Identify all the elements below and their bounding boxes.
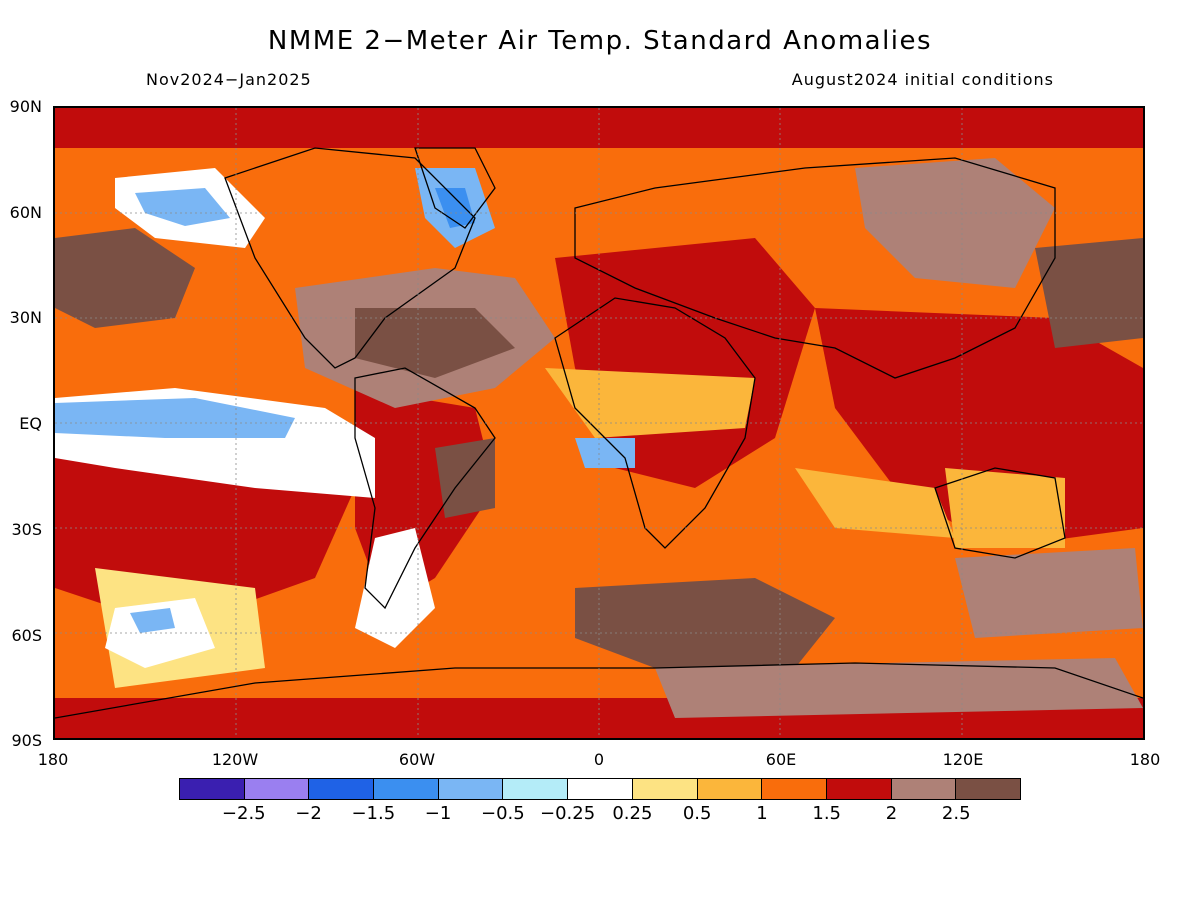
lat-label-60s: 60S <box>11 626 42 645</box>
lon-label-180e: 180 <box>1129 750 1161 769</box>
greenland-outline <box>414 147 496 229</box>
tropical-atlantic-patch <box>545 368 755 438</box>
lon-label-120w: 120W <box>211 750 259 769</box>
australia-outline <box>934 467 1066 559</box>
color-scale-label: −0.5 <box>480 803 525 824</box>
west-pacific-high-anomaly <box>1035 238 1143 348</box>
lon-label-180w: 180 <box>37 750 69 769</box>
color-swatch-9 <box>697 779 763 799</box>
anomaly-map-svg <box>55 108 1143 738</box>
color-swatch-12 <box>891 779 957 799</box>
color-scale-label: 0.25 <box>612 803 653 824</box>
map-title: NMME 2−Meter Air Temp. Standard Anomalie… <box>267 26 933 56</box>
color-swatch-6 <box>503 779 569 799</box>
north-pacific-high-anomaly <box>55 228 195 328</box>
continent-outlines <box>55 147 1143 719</box>
color-scale-bar <box>179 778 1021 800</box>
siberia-high-anomaly <box>855 158 1055 288</box>
alaska-cool-anomaly <box>135 188 230 226</box>
africa-outline <box>554 297 756 549</box>
color-swatch-7 <box>568 779 633 799</box>
color-scale-label: −0.25 <box>540 803 596 824</box>
lat-label-30s: 30S <box>11 520 42 539</box>
graticule <box>55 108 1143 738</box>
color-swatch-3 <box>309 779 375 799</box>
anomaly-map <box>53 106 1145 740</box>
south-atlantic-cool-anomaly <box>575 438 635 468</box>
color-scale-label: −2 <box>295 803 322 824</box>
south-pacific-cool-anomaly <box>130 608 175 633</box>
color-scale-label: −1 <box>424 803 452 824</box>
initial-conditions: August2024 initial conditions <box>791 70 1054 89</box>
color-swatch-5 <box>438 779 504 799</box>
color-scale-label: 1 <box>756 803 768 824</box>
color-scale-label: 2 <box>885 803 898 824</box>
color-scale-label: 0.5 <box>682 803 712 824</box>
lat-label-90s: 90S <box>11 731 42 750</box>
lat-label-30n: 30N <box>9 308 42 327</box>
brazil-high-anomaly <box>435 438 495 518</box>
color-swatch-11 <box>826 779 892 799</box>
antarctica-outline <box>55 662 1143 719</box>
greenland-cold-core <box>435 188 475 228</box>
east-pacific-cool-anomaly <box>55 398 295 438</box>
color-swatch-10 <box>762 779 827 799</box>
australia-patch <box>945 468 1065 548</box>
lon-label-0: 0 <box>593 750 605 769</box>
color-swatch-4 <box>374 779 439 799</box>
antarctic-high-anomaly <box>655 658 1143 718</box>
lat-label-90n: 90N <box>9 97 42 116</box>
color-scale-label: 2.5 <box>941 803 971 824</box>
color-scale-label: 1.5 <box>812 803 842 824</box>
caribbean-high-anomaly <box>355 308 515 378</box>
color-swatch-8 <box>632 779 698 799</box>
color-scale-label: −2.5 <box>221 803 266 824</box>
eurasia-outline <box>574 157 1056 379</box>
lon-label-60e: 60E <box>765 750 797 769</box>
south-america-outline <box>354 367 496 610</box>
lat-label-60n: 60N <box>9 203 42 222</box>
indian-ocean-patch <box>795 468 955 538</box>
lat-label-eq: EQ <box>19 414 42 433</box>
lon-label-120e: 120E <box>942 750 984 769</box>
lon-label-60w: 60W <box>398 750 436 769</box>
forecast-period: Nov2024−Jan2025 <box>146 70 312 89</box>
color-scale-label: −1.5 <box>351 803 396 824</box>
color-swatch-13 <box>956 779 1020 799</box>
color-swatch-2 <box>244 779 310 799</box>
south-atlantic-indian-high-anomaly <box>575 578 835 668</box>
south-indian-high-anomaly <box>955 548 1143 638</box>
color-swatch-1 <box>180 779 245 799</box>
